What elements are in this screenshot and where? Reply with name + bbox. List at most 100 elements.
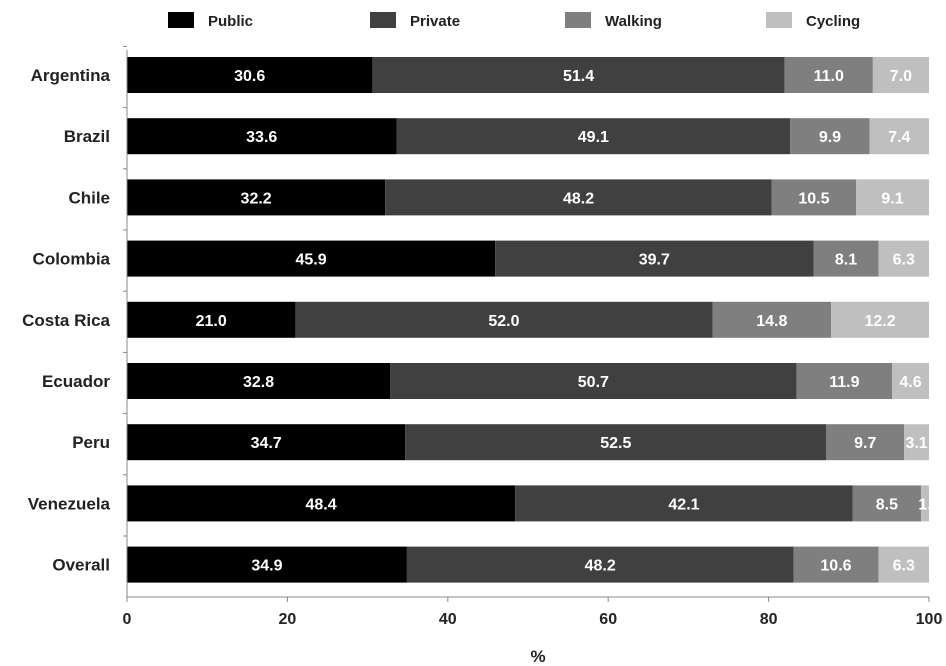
x-tick-label: 20 (279, 611, 297, 628)
bar-argentina-private (372, 57, 785, 93)
legend: Public Private Walking Cycling (168, 12, 860, 30)
data-label-argentina-public: 30.6 (234, 68, 265, 85)
bar-costa-rica-cycling (831, 301, 929, 338)
data-label-overall-public: 34.9 (251, 558, 282, 575)
bar-colombia-public (127, 240, 496, 277)
legend-label-private: Private (410, 13, 460, 30)
legend-label-walking: Walking (605, 13, 662, 30)
data-label-argentina-cycling: 7.0 (890, 68, 912, 85)
data-label-brazil-walking: 9.9 (819, 129, 841, 146)
bar-peru-public (127, 424, 406, 461)
y-category-label-colombia: Colombia (33, 250, 111, 269)
bar-argentina-cycling (872, 57, 929, 93)
bar-peru-cycling (904, 424, 929, 461)
bar-chile-cycling (856, 179, 929, 216)
legend-swatch-walking (565, 12, 591, 28)
bar-ecuador-private (390, 363, 797, 399)
data-label-colombia-cycling: 6.3 (893, 252, 915, 269)
bar-brazil-private (396, 118, 791, 155)
bar-peru-private (405, 424, 827, 461)
y-category-label-chile: Chile (68, 188, 110, 207)
bar-venezuela-walking (852, 485, 921, 522)
bar-venezuela-cycling (920, 485, 929, 522)
bar-argentina-public (127, 57, 373, 93)
data-label-overall-cycling: 6.3 (893, 558, 915, 575)
bars: 30.6 51.4 11.0 7.0 33.6 49.1 9.9 7.4 32.2 48.2 10.… (127, 57, 932, 583)
data-label-costa-rica-cycling: 12.2 (865, 313, 896, 330)
data-label-colombia-public: 45.9 (295, 252, 326, 269)
x-tick-label: 80 (760, 611, 778, 628)
x-tick-label: 0 (123, 611, 132, 628)
data-label-colombia-walking: 8.1 (835, 252, 857, 269)
bar-venezuela-private (515, 485, 853, 522)
x-axis: 0 20 40 60 80 100 (123, 596, 943, 628)
data-label-overall-walking: 10.6 (820, 558, 851, 575)
bar-ecuador-public (127, 363, 391, 399)
bar-peru-walking (826, 424, 905, 461)
data-label-argentina-walking: 11.0 (814, 68, 844, 85)
bar-overall-public (127, 546, 407, 583)
data-label-chile-walking: 10.5 (798, 190, 829, 207)
y-category-label-overall: Overall (52, 556, 110, 575)
legend-swatch-cycling (766, 12, 792, 28)
bar-chile-walking (771, 179, 857, 216)
bar-overall-private (406, 546, 794, 583)
data-label-ecuador-cycling: 4.6 (899, 374, 921, 391)
data-label-ecuador-private: 50.7 (578, 374, 609, 391)
data-label-venezuela-cycling: 1. (918, 496, 931, 513)
x-axis-label: % (530, 647, 545, 666)
bar-ecuador-walking (796, 363, 893, 399)
data-label-ecuador-walking: 11.9 (829, 374, 859, 391)
bar-brazil-cycling (869, 118, 929, 155)
data-label-venezuela-private: 42.1 (668, 496, 699, 513)
y-category-label-argentina: Argentina (31, 66, 111, 85)
bar-overall-walking (793, 546, 879, 583)
data-label-brazil-public: 33.6 (246, 129, 277, 146)
y-category-label-ecuador: Ecuador (42, 372, 110, 391)
bar-colombia-private (495, 240, 814, 277)
data-label-argentina-private: 51.4 (563, 68, 594, 85)
legend-label-public: Public (208, 13, 253, 30)
legend-swatch-private (370, 12, 396, 28)
y-category-label-costa-rica: Costa Rica (22, 311, 110, 330)
y-category-label-peru: Peru (72, 433, 110, 452)
data-label-venezuela-walking: 8.5 (876, 496, 898, 513)
data-label-costa-rica-public: 21.0 (196, 313, 227, 330)
data-label-brazil-cycling: 7.4 (888, 129, 910, 146)
bar-costa-rica-private (295, 301, 713, 338)
bar-colombia-walking (813, 240, 879, 277)
data-label-brazil-private: 49.1 (578, 129, 609, 146)
data-label-chile-public: 32.2 (241, 190, 272, 207)
x-tick-label: 100 (916, 611, 943, 628)
bar-venezuela-public (127, 485, 516, 522)
data-label-peru-private: 52.5 (600, 435, 631, 452)
data-label-ecuador-public: 32.8 (243, 374, 274, 391)
data-label-venezuela-public: 48.4 (306, 496, 337, 513)
data-label-costa-rica-walking: 14.8 (756, 313, 787, 330)
bar-overall-cycling (878, 546, 929, 583)
bar-brazil-walking (790, 118, 870, 155)
bar-ecuador-cycling (892, 363, 929, 399)
legend-swatch-public (168, 12, 194, 28)
bar-argentina-walking (784, 57, 873, 93)
y-category-label-brazil: Brazil (64, 127, 110, 146)
bar-costa-rica-walking (712, 301, 832, 338)
data-label-overall-private: 48.2 (585, 558, 616, 575)
data-label-peru-public: 34.7 (251, 435, 282, 452)
bar-brazil-public (127, 118, 397, 155)
y-category-label-venezuela: Venezuela (28, 494, 111, 513)
data-label-peru-walking: 9.7 (854, 435, 876, 452)
bar-chile-public (127, 179, 386, 216)
legend-label-cycling: Cycling (806, 13, 860, 30)
data-label-chile-cycling: 9.1 (881, 190, 903, 207)
bar-colombia-cycling (878, 240, 929, 277)
data-label-peru-cycling: 3.1 (905, 435, 927, 452)
x-tick-label: 60 (599, 611, 617, 628)
x-tick-label: 40 (439, 611, 457, 628)
y-axis-categories: Argentina Brazil Chile Colombia Costa Rica Ec… (22, 45, 128, 597)
data-label-chile-private: 48.2 (563, 190, 594, 207)
data-label-costa-rica-private: 52.0 (488, 313, 519, 330)
data-label-colombia-private: 39.7 (639, 252, 670, 269)
bar-chile-private (385, 179, 772, 216)
